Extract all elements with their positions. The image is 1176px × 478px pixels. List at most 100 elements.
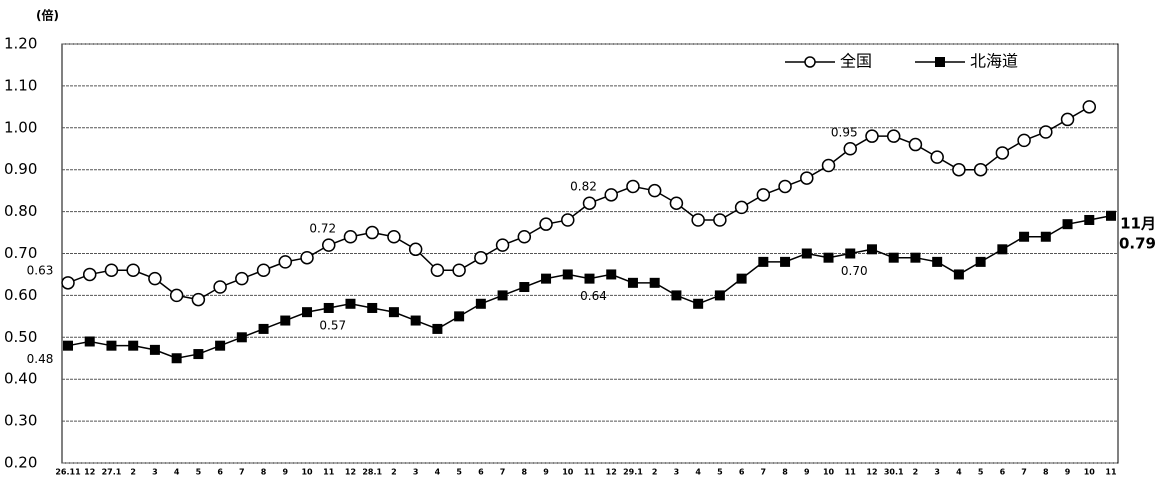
point [973, 162, 988, 177]
x-tick-label: 5 [717, 468, 723, 477]
point [758, 256, 769, 267]
y-tick-label: 1.00 [4, 118, 37, 136]
point [626, 179, 640, 194]
x-tick-label: 3 [152, 468, 158, 477]
data-label: 0.70 [841, 264, 868, 278]
x-tick-label: 10 [823, 468, 835, 477]
point [584, 273, 595, 284]
point [169, 288, 184, 303]
y-tick-label: 0.30 [4, 412, 37, 430]
x-tick-label: 4 [956, 468, 962, 477]
point [800, 171, 814, 185]
x-tick-label: 11 [845, 468, 857, 477]
point [888, 252, 899, 263]
x-tick-label: 7 [1021, 468, 1027, 477]
point [562, 269, 573, 280]
x-tick-label: 6 [1000, 468, 1006, 477]
x-tick-label: 8 [261, 468, 267, 477]
x-tick-label: 10 [301, 468, 313, 477]
legend-label: 全国 [840, 52, 872, 71]
x-tick-label: 9 [283, 468, 289, 477]
x-tick-label: 5 [978, 468, 984, 477]
x-tick-label: 12 [345, 468, 356, 477]
y-tick-label: 0.80 [4, 202, 37, 220]
x-tick-label: 2 [130, 468, 136, 477]
point [365, 225, 379, 240]
x-tick-label: 6 [739, 468, 745, 477]
point [236, 332, 247, 343]
x-tick-label: 11 [584, 468, 596, 477]
point [734, 200, 749, 215]
point [126, 263, 140, 278]
point [104, 263, 119, 278]
point [475, 298, 486, 309]
point [497, 290, 508, 301]
x-tick-label: 11 [1105, 468, 1117, 477]
point [367, 302, 378, 313]
point [1084, 214, 1095, 225]
y-tick-label: 0.50 [4, 328, 37, 346]
point [452, 263, 466, 278]
point [780, 256, 791, 267]
point [647, 183, 662, 198]
x-tick-label: 7 [761, 468, 767, 477]
point [280, 315, 291, 326]
point [606, 269, 617, 280]
x-tick-label: 2 [391, 468, 397, 477]
point [128, 340, 139, 351]
x-tick-label: 30.1 [884, 468, 904, 477]
point [517, 229, 532, 244]
x-tick-label: 3 [934, 468, 940, 477]
x-tick-label: 12 [606, 468, 617, 477]
point [714, 290, 725, 301]
x-tick-label: 9 [1065, 468, 1071, 477]
point [1017, 133, 1031, 148]
point [541, 273, 552, 284]
point [191, 292, 206, 307]
point [432, 323, 443, 334]
legend-marker [804, 56, 816, 68]
x-tick-label: 9 [804, 468, 810, 477]
point [171, 353, 182, 364]
point [302, 307, 313, 318]
x-tick-label: 5 [196, 468, 202, 477]
point [235, 271, 249, 286]
point [343, 229, 358, 244]
x-tick-label: 4 [435, 468, 441, 477]
legend-marker [935, 57, 945, 67]
x-tick-label: 10 [1084, 468, 1096, 477]
point [256, 263, 271, 278]
point [865, 129, 879, 143]
y-tick-label: 0.60 [4, 286, 37, 304]
point [539, 217, 553, 231]
legend-bg [781, 52, 911, 72]
point [215, 340, 226, 351]
x-tick-label: 10 [562, 468, 574, 477]
point [693, 298, 704, 309]
point [1040, 231, 1051, 242]
data-label: 0.48 [27, 352, 54, 366]
data-label: 0.79 [1119, 234, 1156, 252]
y-tick-label: 0.90 [4, 160, 37, 178]
point [952, 162, 966, 177]
point [345, 298, 356, 309]
x-tick-label: 4 [695, 468, 701, 477]
x-tick-label: 3 [413, 468, 419, 477]
annotation: 11月 [1120, 214, 1156, 232]
x-tick-label: 3 [674, 468, 680, 477]
point [63, 340, 73, 351]
y-tick-label: 1.20 [4, 35, 37, 53]
y-tick-label: 0.70 [4, 244, 37, 262]
point [930, 150, 944, 164]
point [149, 344, 160, 355]
point [866, 244, 877, 255]
point [910, 252, 921, 263]
point [843, 142, 857, 156]
x-tick-label: 4 [174, 468, 180, 477]
point [258, 323, 269, 334]
point [82, 267, 97, 282]
x-tick-label: 5 [456, 468, 462, 477]
x-tick-label: 2 [652, 468, 658, 477]
point [410, 315, 421, 326]
